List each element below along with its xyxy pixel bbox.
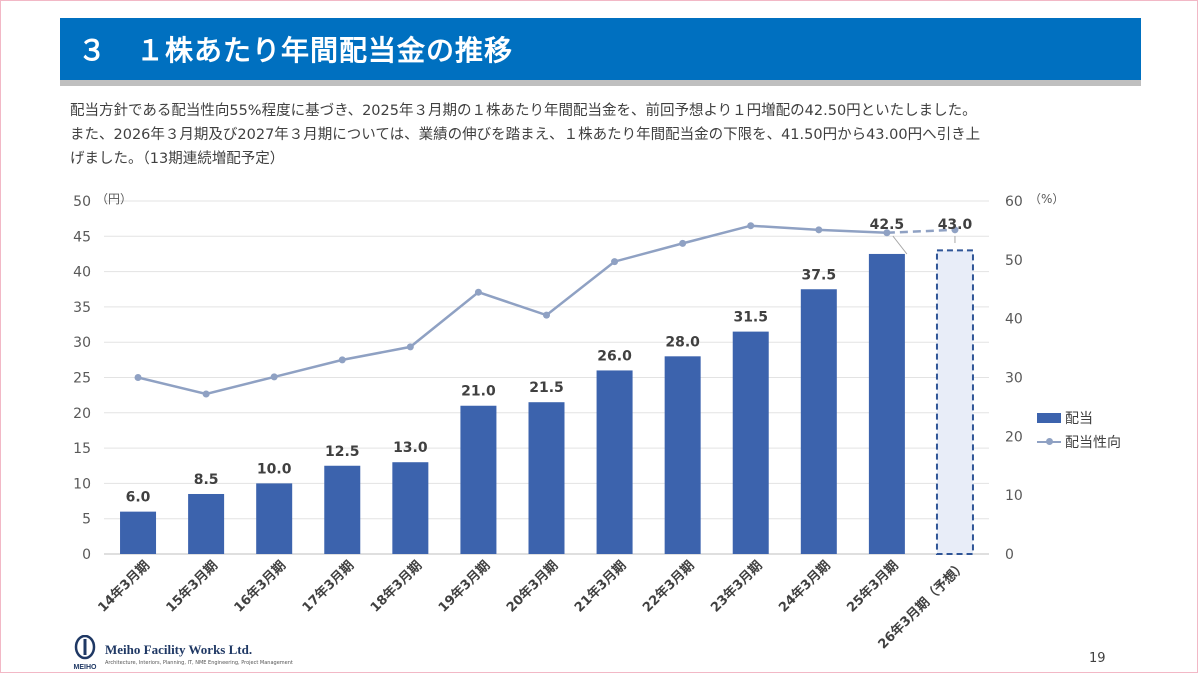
data-label: 37.5: [802, 267, 837, 283]
payout-ratio-point: [815, 226, 823, 234]
y-left-tick-label: 25: [73, 371, 91, 387]
payout-ratio-point: [406, 343, 414, 351]
chart-legend: 配当 配当性向: [1037, 406, 1121, 454]
x-tick-label: 24年3月期: [776, 558, 834, 616]
bar: [460, 405, 497, 554]
payout-ratio-point: [202, 390, 210, 398]
description-line-3: げました。（13期連続増配予定）: [70, 151, 285, 167]
y-left-tick-label: 40: [73, 265, 91, 281]
x-tick-label: 17年3月期: [299, 558, 357, 616]
title-bar-shadow: [60, 80, 1141, 86]
payout-ratio-point: [474, 288, 482, 296]
data-label: 10.0: [257, 461, 292, 477]
y-left-unit: （円）: [96, 192, 132, 206]
y-right-tick-label: 30: [1005, 371, 1023, 387]
data-label: 8.5: [194, 472, 219, 488]
bar: [120, 511, 157, 554]
payout-ratio-point: [883, 229, 891, 237]
data-label: 26.0: [597, 348, 632, 364]
y-left-tick-label: 35: [73, 300, 91, 316]
description-line-2: また、2026年３月期及び2027年３月期については、業績の伸びを踏まえ、１株あ…: [70, 127, 981, 143]
y-right-tick-label: 10: [1005, 488, 1023, 504]
x-tick-label: 20年3月期: [503, 558, 561, 616]
bar: [868, 253, 905, 554]
x-tick-label: 15年3月期: [163, 558, 221, 616]
payout-ratio-point: [611, 258, 619, 266]
bar: [392, 462, 429, 554]
bar: [664, 356, 701, 554]
data-label: 21.0: [461, 384, 496, 400]
x-tick-label: 22年3月期: [639, 558, 697, 616]
x-tick-label: 18年3月期: [367, 558, 425, 616]
bar: [188, 493, 225, 554]
y-right-tick-label: 0: [1005, 547, 1014, 563]
payout-ratio-point: [543, 311, 550, 319]
y-left-tick-label: 50: [73, 194, 91, 210]
y-left-tick-label: 30: [73, 335, 91, 351]
page-title: ３ １株あたり年間配当金の推移: [78, 34, 514, 67]
data-label: 21.5: [529, 380, 564, 396]
legend-swatch-bar: [1037, 413, 1061, 423]
y-left-tick-label: 45: [73, 229, 91, 245]
data-label: 28.0: [665, 334, 700, 350]
logo-text: MEIHO: [74, 664, 98, 671]
y-right-tick-label: 60: [1005, 194, 1023, 210]
legend-label-dividend: 配当: [1065, 411, 1093, 427]
legend-item-dividend: 配当: [1037, 406, 1121, 430]
x-tick-label: 19年3月期: [435, 558, 493, 616]
x-tick-label: 21年3月期: [571, 558, 629, 616]
bar: [596, 370, 633, 554]
x-tick-label: 16年3月期: [231, 558, 289, 616]
title-bar: [60, 18, 1141, 80]
legend-item-payout-ratio: 配当性向: [1037, 430, 1121, 454]
y-left-tick-label: 15: [73, 441, 91, 457]
y-left-tick-label: 10: [73, 476, 91, 492]
data-label-leader: [892, 235, 908, 255]
y-left-tick-label: 0: [82, 547, 91, 563]
page-number: 19: [1089, 651, 1106, 666]
data-label: 31.5: [733, 310, 768, 326]
bar: [732, 331, 769, 554]
y-left-tick-label: 20: [73, 406, 91, 422]
legend-swatch-line: [1037, 437, 1061, 447]
data-label: 42.5: [870, 217, 905, 233]
payout-ratio-point: [134, 374, 142, 381]
company-name: Meiho Facility Works Ltd.: [105, 642, 253, 657]
x-tick-label: 25年3月期: [844, 558, 902, 616]
payout-ratio-point: [747, 222, 755, 230]
data-label: 12.5: [325, 444, 360, 460]
data-label: 13.0: [393, 440, 428, 456]
y-right-unit: （%）: [1029, 192, 1064, 206]
y-left-tick-label: 5: [82, 512, 91, 528]
payout-ratio-line-forecast: [886, 228, 956, 235]
description: 配当方針である配当性向55%程度に基づき、2025年３月期の１株あたり年間配当金…: [70, 99, 1135, 171]
company-tagline: Architecture, Interiors, Planning, IT, N…: [105, 660, 293, 666]
y-right-tick-label: 20: [1005, 429, 1023, 445]
bar: [528, 402, 565, 554]
dividend-chart: 0 5 10 15 20 25 30 35 40 45 50 0 10 20 30 40 50 60 （円） （%） 6…: [73, 192, 1064, 652]
description-line-1: 配当方針である配当性向55%程度に基づき、2025年３月期の１株あたり年間配当金…: [70, 103, 977, 119]
data-label: 6.0: [126, 490, 151, 506]
x-tick-label: 23年3月期: [707, 558, 765, 616]
payout-ratio-point: [270, 373, 278, 381]
payout-ratio-point: [679, 239, 687, 247]
payout-ratio-point: [951, 226, 959, 234]
data-label: 43.0: [938, 217, 973, 233]
company-logo: MEIHO: [74, 635, 98, 671]
x-tick-label: 14年3月期: [95, 558, 153, 616]
payout-ratio-line: [137, 224, 887, 396]
payout-ratio-point: [338, 356, 346, 364]
y-right-tick-label: 40: [1005, 312, 1023, 328]
legend-label-payout-ratio: 配当性向: [1065, 435, 1121, 451]
bar: [256, 483, 293, 554]
bar: [324, 465, 361, 554]
bar-forecast: [935, 249, 974, 555]
bar: [800, 289, 837, 554]
y-right-tick-label: 50: [1005, 253, 1023, 269]
